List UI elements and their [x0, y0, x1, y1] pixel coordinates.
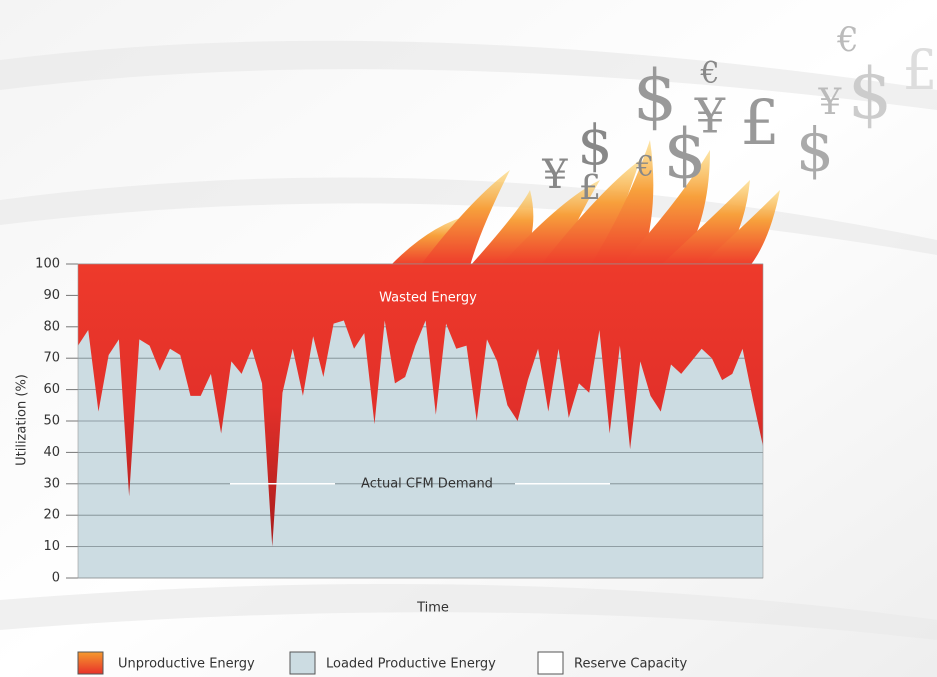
wasted-label: Wasted Energy [379, 291, 477, 306]
y-tick-label: 30 [43, 476, 60, 491]
swoosh [0, 40, 937, 641]
demand-label: Actual CFM Demand [361, 476, 493, 491]
currency-symbol: € [635, 150, 654, 183]
currency-symbol: ¥ [818, 82, 843, 123]
y-tick-label: 50 [43, 414, 60, 429]
currency-symbol: $ [633, 55, 678, 137]
legend-swatch [289, 651, 316, 675]
y-axis-label: Utilization (%) [15, 374, 30, 466]
legend-label: Unproductive Energy [118, 657, 255, 672]
legend-label: Loaded Productive Energy [326, 657, 496, 672]
currency-symbol: $ [848, 53, 893, 135]
currency-symbol: € [836, 20, 859, 60]
legend-swatch [537, 651, 564, 675]
y-tick-label: 70 [43, 351, 60, 366]
y-tick-label: 40 [43, 445, 60, 460]
y-tick-label: 90 [43, 288, 60, 303]
plot-border [77, 263, 764, 579]
legend-label: Reserve Capacity [574, 657, 688, 672]
currency-symbol: € [699, 56, 719, 91]
currency-symbol: $ [796, 116, 834, 186]
currency-symbol: £ [903, 38, 937, 102]
flames [390, 140, 780, 266]
currency-symbol: ¥ [541, 152, 568, 198]
currency-symbol: £ [740, 86, 779, 159]
y-tick-label: 100 [35, 257, 60, 272]
currency-symbol: $ [578, 113, 613, 177]
currency-symbol: ¥ [694, 89, 726, 145]
y-tick-label: 10 [43, 539, 60, 554]
currency-symbol: $ [663, 116, 706, 195]
currency-symbol: £ [579, 169, 601, 209]
y-tick-label: 0 [52, 571, 60, 586]
wasted-area [78, 264, 763, 547]
y-tick-label: 60 [43, 382, 60, 397]
legend-swatch [77, 651, 104, 675]
y-tick-label: 20 [43, 508, 60, 523]
y-tick-label: 80 [43, 319, 60, 334]
x-axis-label: Time [416, 601, 449, 616]
